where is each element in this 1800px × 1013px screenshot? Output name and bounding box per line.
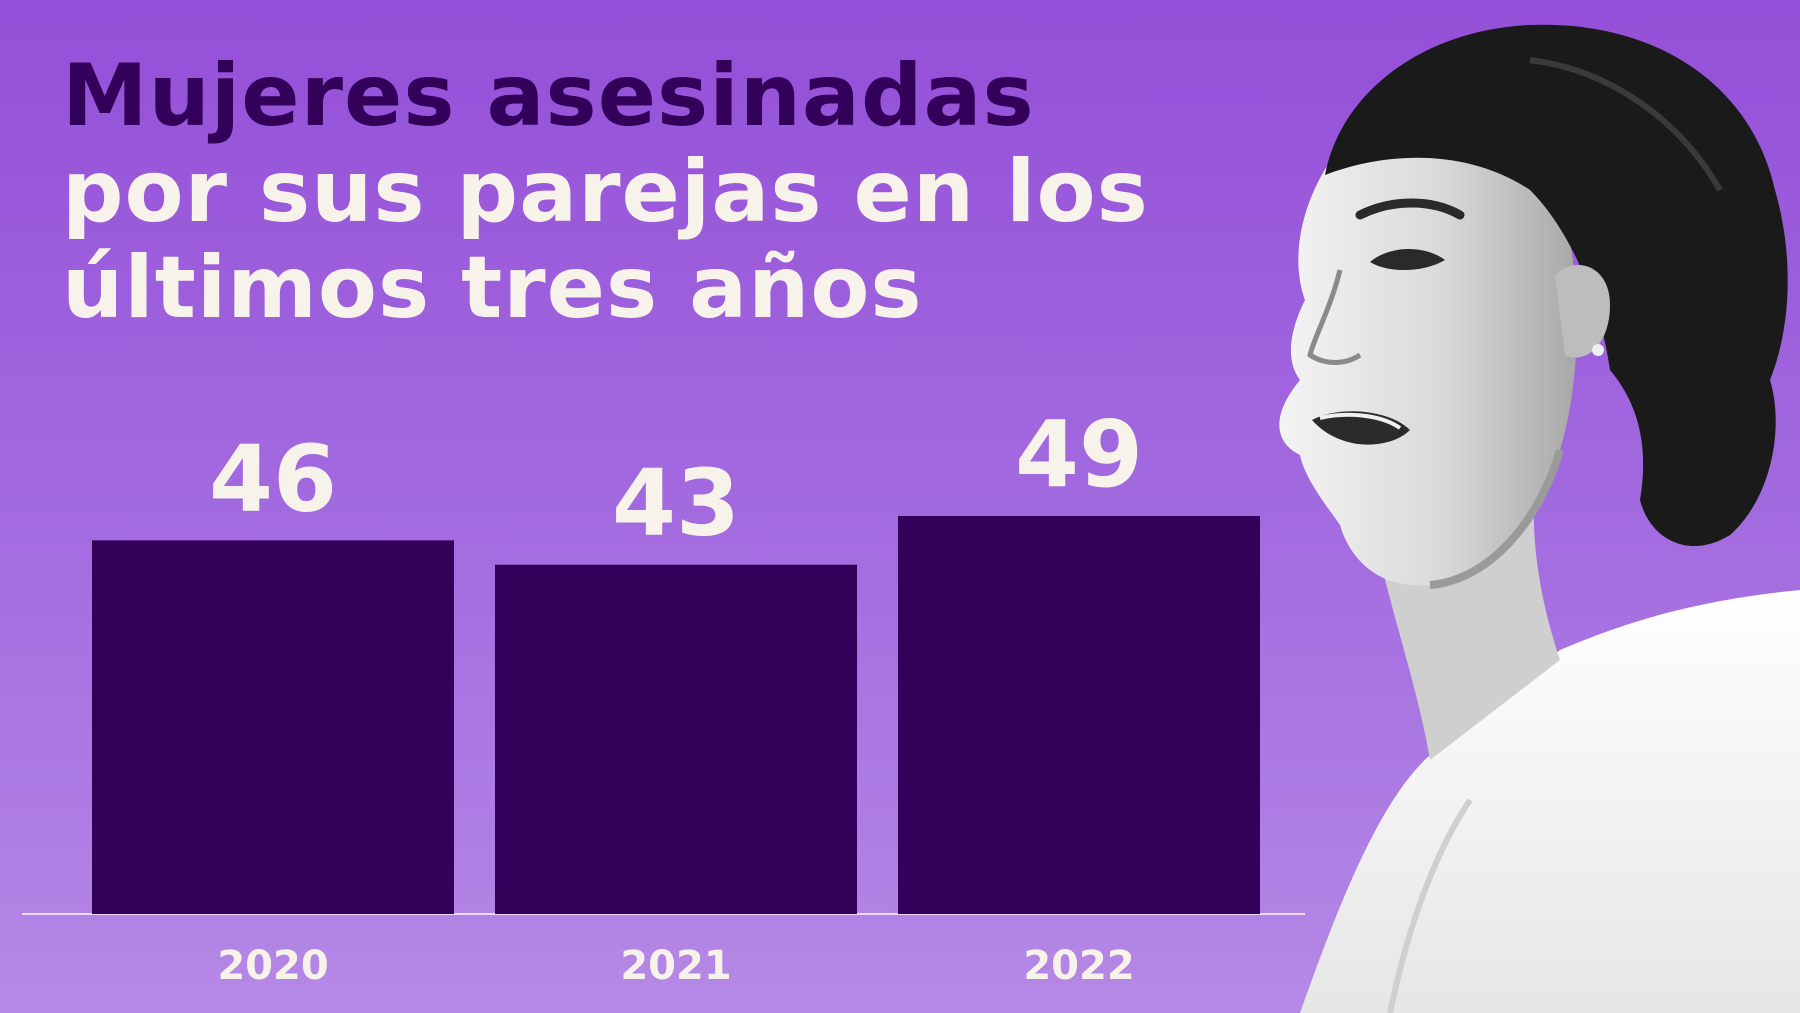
title-line-2: por sus parejas en los [62,142,1149,242]
data-label-2020: 46 [209,425,337,532]
x-tick-label-2021: 2021 [620,943,731,989]
bar-2022 [898,516,1260,914]
bar-2020 [92,540,454,914]
data-label-2021: 43 [612,450,740,557]
data-label-2022: 49 [1015,401,1143,508]
bar-chart: 46 2020 43 2021 49 2022 [22,401,1305,989]
title-line-3: últimos tres años [62,238,923,338]
title-line-1: Mujeres asesinadas [62,46,1035,146]
bar-2021 [495,564,857,914]
x-tick-label-2022: 2022 [1023,943,1134,989]
x-tick-label-2020: 2020 [217,943,328,989]
chart-title: Mujeres asesinadas por sus parejas en lo… [62,48,1149,336]
woman-speaking-portrait-icon [1279,24,1800,1013]
